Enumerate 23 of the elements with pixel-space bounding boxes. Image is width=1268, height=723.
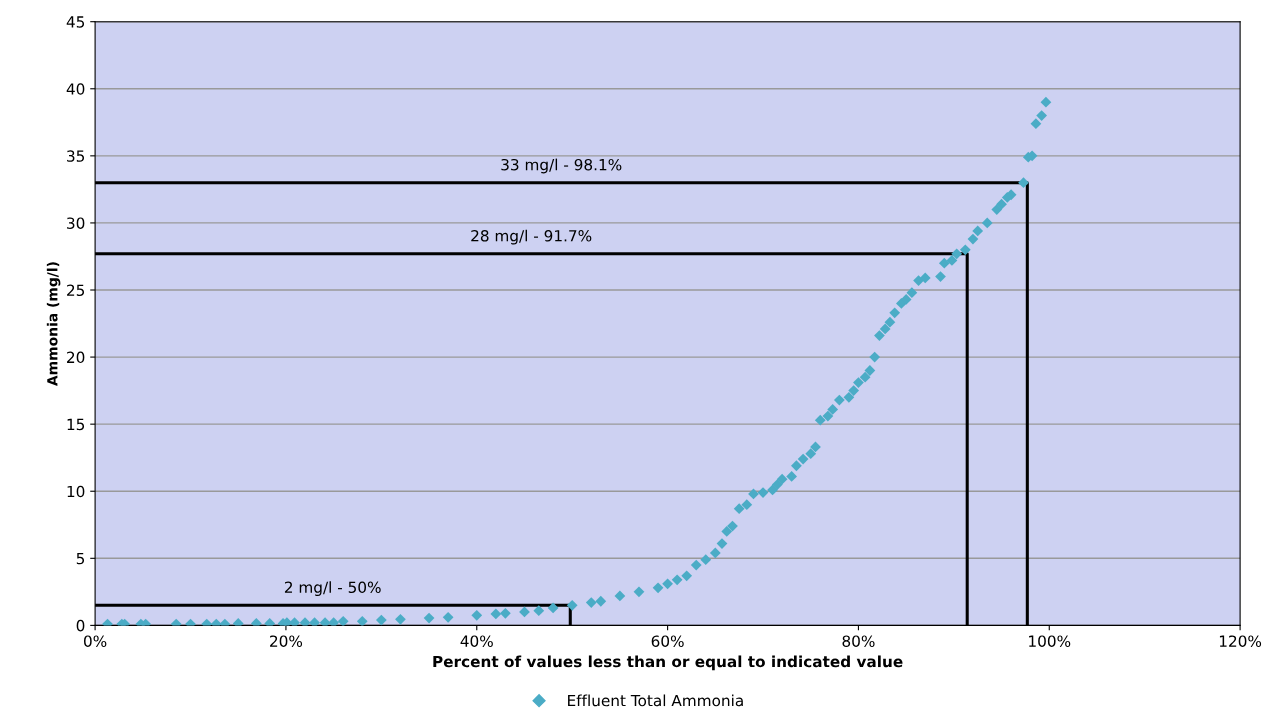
y-tick-label: 20 (67, 351, 85, 364)
x-tick-label: 100% (1029, 635, 1071, 647)
x-tick-label: 60% (651, 635, 684, 647)
y-tick-label: 30 (67, 217, 85, 229)
y-tick-label: 10 (67, 485, 85, 498)
y-tick-label: 45 (66, 16, 85, 28)
annotation: 28 mg/l - 91.7% (471, 229, 592, 245)
y-axis-title: Ammonia (mg/l) (46, 262, 61, 386)
x-tick-label: 20% (270, 635, 303, 647)
x-tick-label: 0% (83, 635, 107, 647)
y-tick-label: 25 (67, 284, 85, 297)
x-tick-label: 80% (842, 635, 875, 647)
annotation: 2 mg/l - 50% (284, 581, 381, 596)
annotation: 33 mg/l - 98.1% (501, 158, 622, 174)
y-tick-label: 40 (66, 83, 85, 95)
y-tick-label: 0 (76, 619, 85, 632)
y-tick-label: 15 (67, 418, 85, 431)
x-tick-label: 120% (1219, 635, 1262, 647)
y-tick-label: 35 (67, 150, 85, 162)
y-tick-label: 5 (76, 552, 85, 565)
x-axis-title: Percent of values less than or equal to indicated value (433, 655, 903, 671)
legend-label: Effluent Total Ammonia (568, 694, 743, 707)
x-tick-label: 40% (460, 635, 493, 647)
